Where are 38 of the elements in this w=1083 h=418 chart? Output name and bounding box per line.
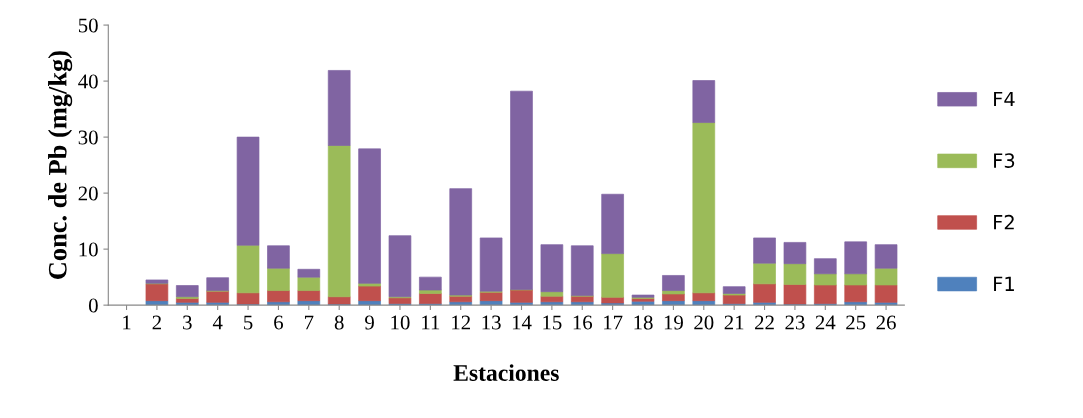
x-tick-label: 25 <box>846 315 866 330</box>
x-tick-label: 8 <box>334 315 344 330</box>
x-tick-label: 15 <box>543 315 562 330</box>
x-tick-label: 16 <box>573 315 593 330</box>
y-tick-label: 30 <box>78 130 98 145</box>
legend-label: F1 <box>994 276 1014 291</box>
x-tick-label: 7 <box>304 315 314 330</box>
y-tick-label: 10 <box>79 242 98 257</box>
y-tick-label: 40 <box>78 74 98 89</box>
x-tick-label: 5 <box>244 315 253 330</box>
x-tick-label: 22 <box>755 315 774 330</box>
x-tick-label: 14 <box>512 315 532 330</box>
y-tick-label: 50 <box>78 18 98 33</box>
x-tick-label: 23 <box>785 315 805 330</box>
x-tick-label: 24 <box>815 315 836 330</box>
y-axis-title: Conc. de Pb (mg/kg) <box>48 51 73 279</box>
x-axis-title: Estaciones <box>453 364 559 381</box>
x-tick-label: 13 <box>482 315 501 330</box>
legend-label: F4 <box>994 91 1015 107</box>
legend-label: F2 <box>994 214 1014 230</box>
x-tick-label: 2 <box>152 315 161 330</box>
x-tick-label: 6 <box>274 315 284 330</box>
x-tick-label: 12 <box>452 315 470 330</box>
x-tick-label: 19 <box>664 315 683 330</box>
x-tick-label: 17 <box>604 315 623 330</box>
y-tick-label: 20 <box>78 186 98 201</box>
y-tick-label: 0 <box>88 298 98 313</box>
x-tick-label: 11 <box>422 315 440 330</box>
x-tick-label: 26 <box>876 315 896 330</box>
legend-label: F3 <box>994 153 1015 168</box>
x-tick-label: 4 <box>212 315 223 330</box>
x-tick-label: 18 <box>634 315 653 330</box>
x-tick-label: 9 <box>365 315 374 330</box>
x-tick-label: 10 <box>391 315 410 330</box>
x-tick-label: 21 <box>724 315 744 330</box>
x-tick-label: 1 <box>123 315 131 330</box>
x-tick-label: 20 <box>694 315 714 330</box>
x-tick-label: 3 <box>183 315 192 330</box>
